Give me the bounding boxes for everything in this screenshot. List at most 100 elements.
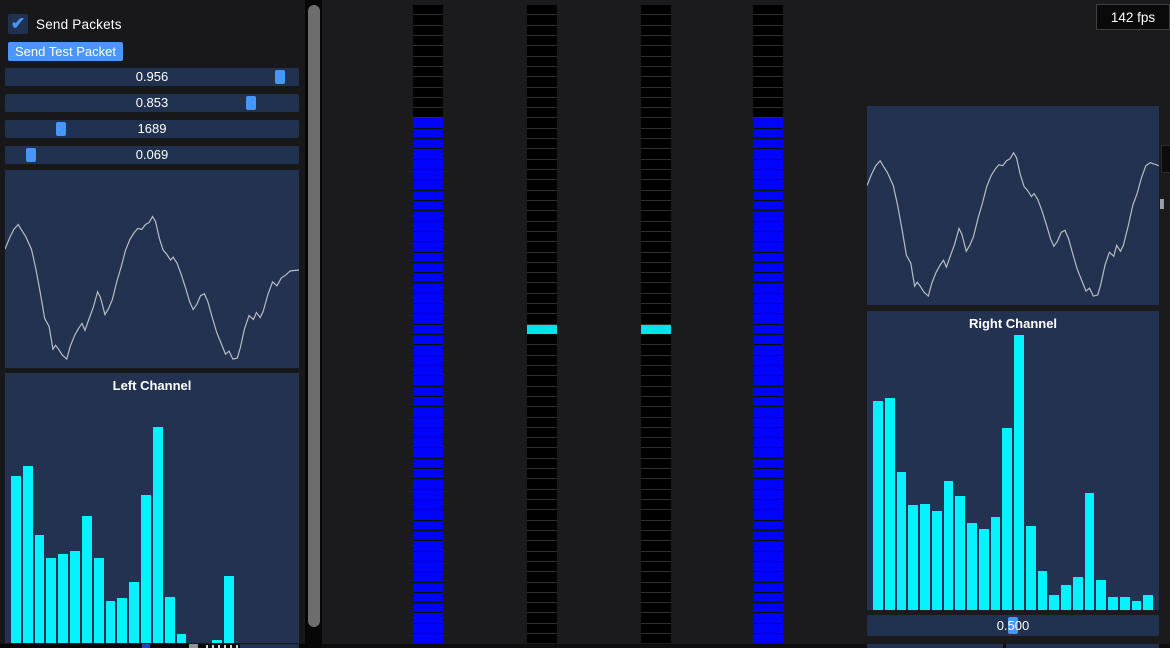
- meter-cell: [527, 128, 557, 140]
- meter-cell: [413, 376, 443, 387]
- meter-cell: [413, 458, 443, 470]
- meter-cell: [413, 139, 443, 150]
- meter-cell: [753, 304, 783, 315]
- meter-cell: [753, 283, 783, 294]
- meter-cell: [527, 87, 557, 98]
- histogram-bar: [176, 633, 187, 643]
- meter-cell: [413, 66, 443, 78]
- meter-cell: [527, 489, 557, 500]
- meter-cell: [753, 448, 783, 459]
- meter-cell: [753, 190, 783, 201]
- meter-cell: [527, 190, 557, 201]
- send-packets-checkbox[interactable]: ✔: [8, 14, 28, 34]
- slider-grab[interactable]: [1008, 617, 1018, 634]
- meter-cell: [413, 335, 443, 346]
- meter-cell: [527, 324, 557, 335]
- meter-cell: [641, 252, 671, 263]
- right-channel-slider[interactable]: 0.500: [867, 615, 1159, 636]
- histogram-bar: [920, 503, 930, 610]
- meter-cell: [527, 314, 557, 325]
- meter-cell: [641, 77, 671, 88]
- meter-cell: [753, 180, 783, 191]
- slider-grab[interactable]: [26, 148, 37, 162]
- meter-cell: [753, 634, 783, 644]
- meter-cell: [641, 87, 671, 98]
- param-slider-4[interactable]: 0.069: [5, 146, 299, 164]
- scrollbar-thumb[interactable]: [307, 5, 320, 627]
- meter-cell: [413, 355, 443, 366]
- meter-cell: [641, 613, 671, 624]
- meter-cell: [641, 623, 671, 635]
- meter-cell: [527, 139, 557, 150]
- waveform-line: [5, 217, 299, 360]
- histogram-bar: [1119, 596, 1130, 610]
- histogram-bar: [978, 529, 989, 610]
- clipped-text-fragment: ▌: [1160, 199, 1168, 209]
- histogram-bar: [1049, 595, 1059, 610]
- param-slider-3[interactable]: 1689: [5, 120, 299, 138]
- histogram-bar: [967, 523, 977, 610]
- meter-cell: [527, 56, 557, 67]
- meter-cell: [413, 438, 443, 449]
- meter-cell: [527, 417, 557, 428]
- send-test-packet-button[interactable]: Send Test Packet: [8, 42, 123, 61]
- left-channel-histogram-plot[interactable]: Left Channel: [5, 373, 299, 643]
- meter-cell: [641, 551, 671, 562]
- meter-cell: [527, 582, 557, 593]
- meter-cell: [527, 293, 557, 305]
- meter-cell: [641, 458, 671, 470]
- meter-cell: [641, 200, 671, 212]
- scrollbar-track[interactable]: [305, 0, 322, 648]
- meter-cell: [527, 159, 557, 170]
- meter-cell: [753, 170, 783, 181]
- meter-cell: [413, 551, 443, 562]
- meter-cell: [753, 407, 783, 418]
- meter-cell: [413, 634, 443, 644]
- meter-cell: [527, 365, 557, 377]
- meter-cell: [753, 46, 783, 57]
- right-waveform-plot[interactable]: [867, 106, 1159, 305]
- meter-cell: [641, 335, 671, 346]
- meter-cell: [753, 97, 783, 109]
- slider-grab[interactable]: [274, 70, 285, 84]
- param-slider-2[interactable]: 0.853: [5, 94, 299, 112]
- histogram-bar: [58, 553, 69, 643]
- meter-cell: [753, 561, 783, 573]
- right-channel-histogram-plot[interactable]: Right Channel: [867, 311, 1159, 610]
- left-waveform-plot[interactable]: [5, 170, 299, 368]
- histogram-bar: [896, 472, 907, 610]
- clipped-widget-fragment: [1006, 644, 1159, 648]
- histogram-bar: [223, 575, 234, 643]
- meter-3: [641, 5, 671, 644]
- meter-cell: [413, 613, 443, 624]
- meter-cell: [527, 613, 557, 624]
- histogram-bar: [955, 496, 965, 610]
- slider-value: 0.853: [135, 95, 169, 110]
- meter-cell: [527, 149, 557, 160]
- slider-grab[interactable]: [56, 122, 66, 136]
- meter-cell: [753, 479, 783, 490]
- meter-cell: [753, 159, 783, 170]
- meter-cell: [527, 35, 557, 47]
- meter-cell: [753, 252, 783, 263]
- meter-cell: [413, 561, 443, 573]
- meter-cell: [641, 489, 671, 500]
- meter-cell: [527, 561, 557, 573]
- meter-cell: [753, 345, 783, 356]
- meter-cell: [753, 510, 783, 521]
- meter-cell: [641, 190, 671, 201]
- param-slider-1[interactable]: 0.956: [5, 68, 299, 86]
- slider-grab[interactable]: [245, 96, 256, 110]
- meter-cell: [753, 541, 783, 552]
- meter-cell: [527, 572, 557, 583]
- histogram-bar: [70, 551, 80, 643]
- meter-cell: [413, 77, 443, 88]
- meter-cell: [527, 66, 557, 78]
- clipped-panel-fragment: [1161, 145, 1170, 173]
- histogram-bar: [11, 475, 21, 643]
- clipped-text-fragment: [206, 645, 238, 648]
- meter-cell: [753, 438, 783, 449]
- meter-cell: [753, 623, 783, 635]
- meter-cell: [527, 634, 557, 644]
- meter-cell: [413, 5, 443, 16]
